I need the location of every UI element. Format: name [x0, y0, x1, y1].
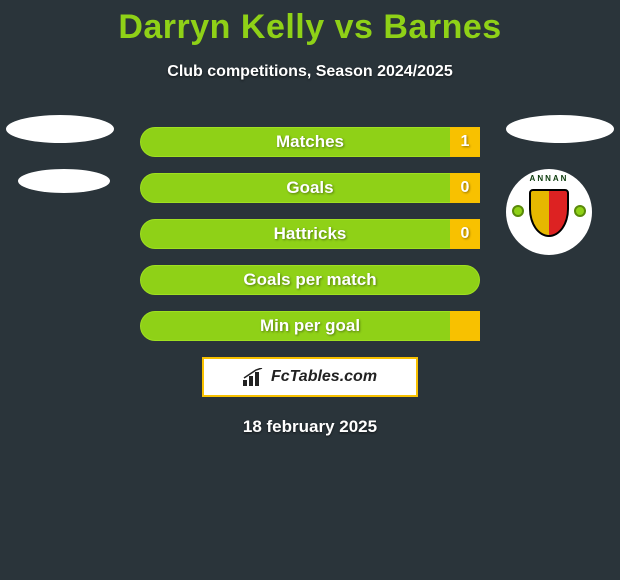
stat-row-hattricks: Hattricks 0 [140, 219, 480, 249]
stat-row-min-per-goal: Min per goal [140, 311, 480, 341]
stat-value-right: 0 [450, 219, 480, 249]
date-text: 18 february 2025 [0, 417, 620, 437]
stat-label: Goals per match [141, 266, 479, 294]
stat-value-right [450, 311, 480, 341]
club-crest: ANNAN [506, 169, 592, 255]
left-badge-1 [6, 115, 114, 143]
stats-area: ANNAN Matches 1 Goals 0 Hattricks 0 Goal… [0, 127, 620, 437]
crest-text-top: ANNAN [506, 174, 592, 183]
right-player-badges: ANNAN [506, 115, 614, 255]
stat-row-goals-per-match: Goals per match [140, 265, 480, 295]
stat-label: Min per goal [141, 312, 479, 340]
stat-value-right: 0 [450, 173, 480, 203]
stat-label: Hattricks [141, 220, 479, 248]
stat-row-matches: Matches 1 [140, 127, 480, 157]
stat-row-goals: Goals 0 [140, 173, 480, 203]
brand-text: FcTables.com [271, 368, 377, 386]
stat-label: Matches [141, 128, 479, 156]
brand-box[interactable]: FcTables.com [202, 357, 418, 397]
left-badge-2 [18, 169, 110, 193]
page-title: Darryn Kelly vs Barnes [0, 0, 620, 47]
crest-ornament-right [574, 205, 586, 217]
chart-icon [243, 368, 265, 386]
stat-bars: Matches 1 Goals 0 Hattricks 0 Goals per … [140, 127, 480, 341]
stat-value-right: 1 [450, 127, 480, 157]
left-player-badges [6, 115, 114, 219]
subtitle: Club competitions, Season 2024/2025 [0, 63, 620, 81]
stat-label: Goals [141, 174, 479, 202]
crest-ornament-left [512, 205, 524, 217]
crest-shield [529, 189, 569, 237]
right-badge-1 [506, 115, 614, 143]
